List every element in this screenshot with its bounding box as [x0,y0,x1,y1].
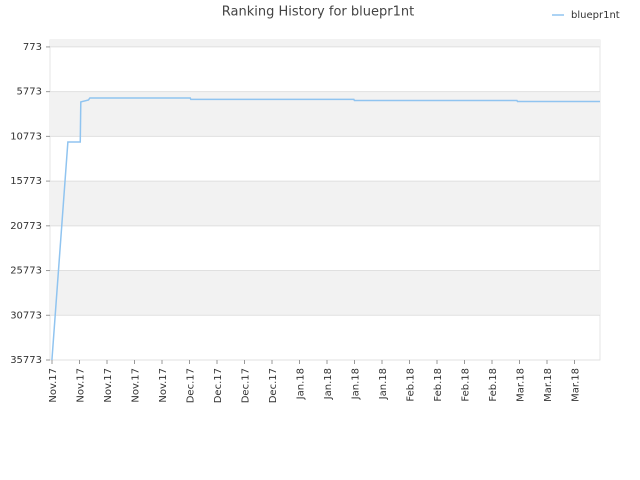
x-tick-label: Jan.18 [323,368,334,400]
x-tick-label: Feb.18 [406,368,417,402]
grid-band [50,40,600,47]
y-tick-label: 30773 [10,310,42,321]
x-tick-label: Dec.17 [268,368,279,403]
grid-band [50,270,600,316]
x-tick-label: Nov.17 [158,368,169,403]
x-tick-label: Mar.18 [543,368,554,402]
legend-label: bluepr1nt [571,10,620,21]
x-tick-label: Feb.18 [433,368,444,402]
chart-title: Ranking History for bluepr1nt [222,5,414,20]
x-tick-label: Jan.18 [351,368,362,400]
y-tick-label: 15773 [10,176,42,187]
x-tick-label: Mar.18 [516,368,527,402]
y-tick-label: 5773 [17,87,42,98]
x-tick-label: Dec.17 [186,368,197,403]
x-tick-label: Feb.18 [461,368,472,402]
x-tick-label: Feb.18 [488,368,499,402]
y-tick-label: 25773 [10,266,42,277]
x-tick-label: Nov.17 [131,368,142,403]
x-tick-label: Nov.17 [103,368,114,403]
x-tick-label: Mar.18 [571,368,582,402]
y-tick-label: 35773 [10,355,42,366]
y-tick-label: 773 [23,42,42,53]
x-tick-label: Jan.18 [296,368,307,400]
y-tick-label: 10773 [10,131,42,142]
y-tick-label: 20773 [10,221,42,232]
x-tick-label: Nov.17 [48,368,59,403]
x-tick-label: Dec.17 [213,368,224,403]
grid-band [50,181,600,226]
x-tick-label: Nov.17 [76,368,87,403]
x-tick-label: Jan.18 [378,368,389,400]
data-line [51,97,600,361]
x-tick-label: Dec.17 [241,368,252,403]
